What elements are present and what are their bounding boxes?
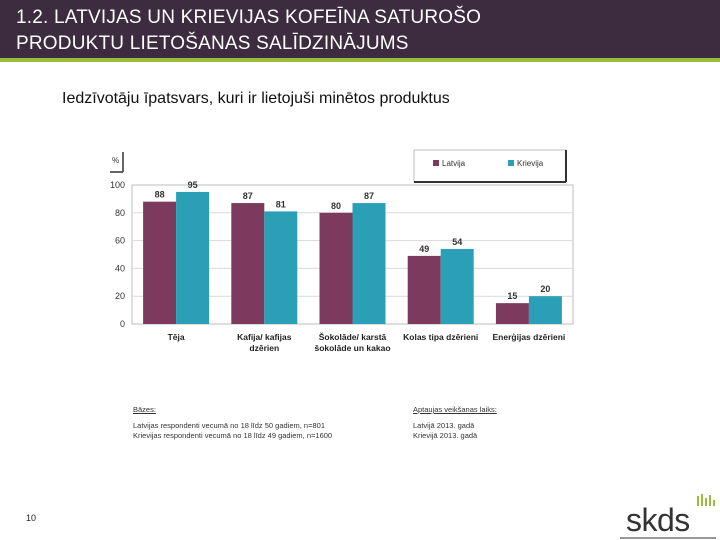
- x-category-label: Kolas tipa dzērieni: [403, 332, 478, 342]
- legend-label: Latvija: [442, 159, 466, 168]
- legend-swatch-latvija: [433, 160, 439, 166]
- header-accent-rule: [0, 58, 720, 62]
- bar-krievija: [264, 211, 298, 324]
- page-number: 10: [26, 513, 37, 523]
- slide-header: 1.2. LATVIJAS UN KRIEVIJAS KOFEĪNA SATUR…: [0, 0, 720, 58]
- base-note: Bāzes: Latvijas respondenti vecumā no 18…: [133, 405, 332, 441]
- y-tick-label: 100: [110, 180, 125, 190]
- y-tick-label: 80: [115, 208, 125, 218]
- chart-subtitle: Iedzīvotāju īpatsvars, kuri ir lietojuši…: [62, 90, 450, 107]
- data-label: 54: [452, 237, 462, 247]
- y-tick-label: 60: [115, 236, 125, 246]
- x-category-label: Tēja: [168, 332, 185, 342]
- x-category-label: dzērien: [249, 343, 279, 353]
- survey-time-line-2: Krievijā 2013. gadā: [413, 431, 478, 440]
- bar-latvija: [495, 303, 529, 324]
- bar-latvija: [407, 255, 441, 324]
- bar-krievija: [440, 248, 474, 324]
- data-label: 88: [155, 190, 165, 200]
- x-category-label: Enerģijas dzērieni: [493, 332, 566, 342]
- bar-latvija: [231, 203, 265, 324]
- survey-time-note: Aptaujas veikšanas laiks: Latvijā 2013. …: [413, 405, 497, 441]
- data-label: 95: [188, 180, 198, 190]
- slide-title-line-1: 1.2. LATVIJAS UN KRIEVIJAS KOFEĪNA SATUR…: [16, 7, 482, 28]
- bar-krievija: [528, 296, 562, 324]
- data-label: 20: [540, 284, 550, 294]
- data-label: 81: [276, 199, 286, 209]
- y-tick-label: 0: [120, 319, 125, 329]
- bar-krievija: [352, 203, 386, 324]
- base-line-1: Latvijas respondenti vecumā no 18 līdz 5…: [133, 421, 326, 430]
- x-category-label: Šokolāde/ karstā: [319, 331, 387, 342]
- bar-latvija: [319, 212, 353, 324]
- y-tick-label: 20: [115, 291, 125, 301]
- y-tick-label: 40: [115, 263, 125, 273]
- bar-krievija: [176, 191, 210, 324]
- bar-chart: 0 20 40 60 80 100% 88 95 87 81 80 87 49 54 15 20 Tēja K…: [110, 149, 574, 353]
- skds-logo: skds: [618, 494, 718, 540]
- legend-swatch-krievija: [508, 160, 514, 166]
- y-axis-label: %: [112, 156, 119, 165]
- data-label: 87: [364, 191, 374, 201]
- base-line-2: Krievijas respondenti vecumā no 18 līdz …: [133, 431, 333, 440]
- x-category-label: šokolāde un kakao: [314, 343, 390, 353]
- x-category-label: Kafija/ kafijas: [237, 332, 292, 342]
- slide-title-line-2: PRODUKTU LIETOŠANAS SALĪDZINĀJUMS: [16, 33, 409, 54]
- base-heading: Bāzes:: [133, 405, 156, 414]
- legend-label: Krievija: [517, 159, 544, 168]
- data-label: 49: [419, 244, 429, 254]
- logo-text: skds: [626, 502, 690, 538]
- data-label: 87: [243, 191, 253, 201]
- data-label: 80: [331, 201, 341, 211]
- survey-time-line-1: Latvijā 2013. gadā: [413, 421, 475, 430]
- bar-latvija: [143, 201, 177, 324]
- survey-time-heading: Aptaujas veikšanas laiks:: [413, 405, 497, 414]
- data-label: 15: [507, 291, 517, 301]
